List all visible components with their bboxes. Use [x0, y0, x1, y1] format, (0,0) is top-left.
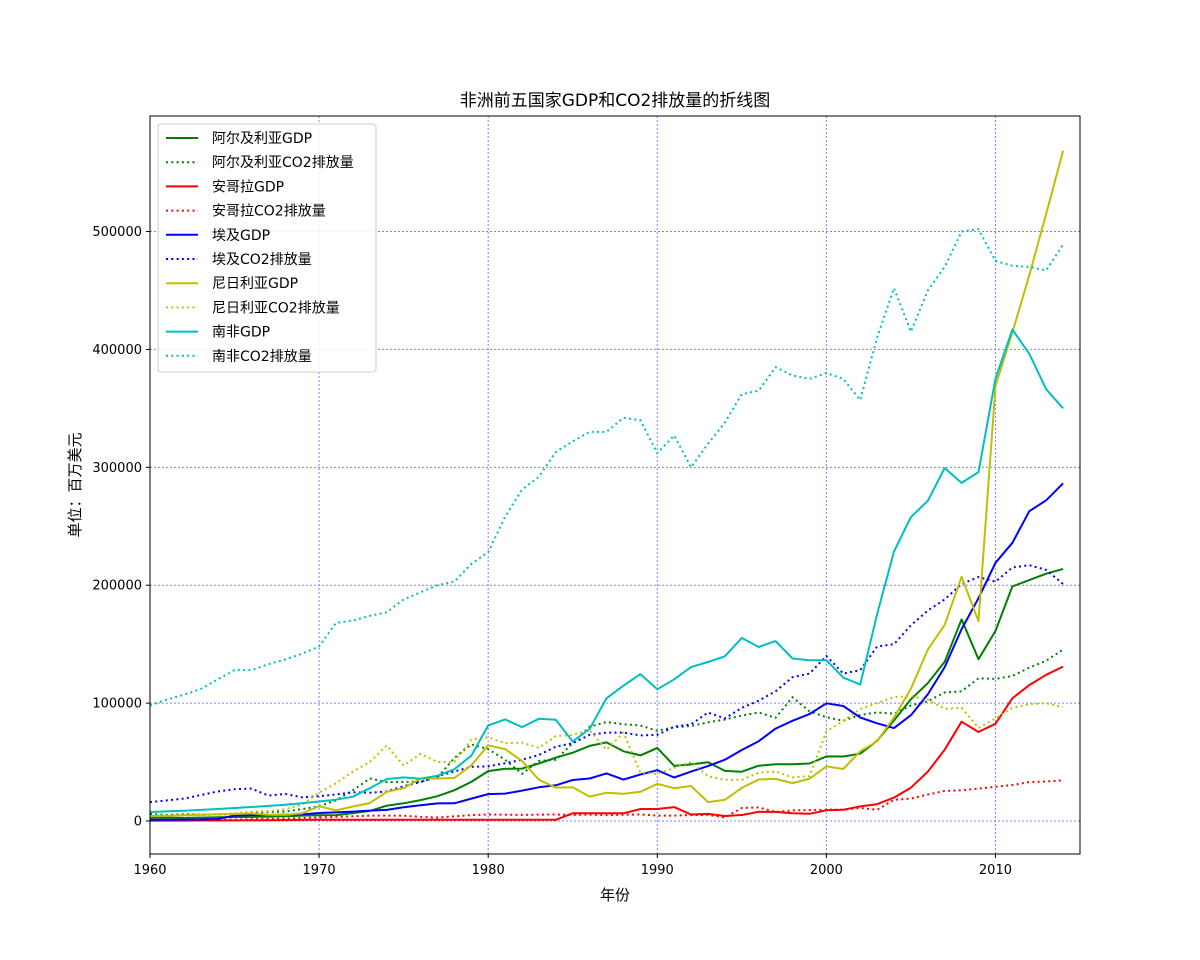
series-line-2	[149, 665, 1064, 822]
plot-frame	[149, 115, 1081, 855]
legend-label: 埃及CO2排放量	[212, 252, 312, 268]
legend-label: 埃及GDP	[212, 228, 270, 244]
x-tick-label: 1970	[303, 863, 336, 878]
legend-box	[157, 123, 377, 373]
series-line-4	[149, 482, 1064, 821]
series-line-6	[149, 150, 1065, 817]
legend-label: 安哥拉CO2排放量	[212, 204, 326, 220]
chart-title: 非洲前五国家GDP和CO2排放量的折线图	[460, 91, 771, 111]
x-axis-title: 年份	[600, 886, 630, 904]
legend-label: 南非CO2排放量	[212, 349, 312, 365]
series-line-5	[149, 564, 1064, 804]
x-tick-label: 2010	[979, 863, 1012, 878]
y-tick-label: 300000	[92, 461, 142, 476]
y-tick-label: 200000	[92, 579, 142, 594]
legend-label: 阿尔及利亚GDP	[212, 131, 312, 147]
legend-label: 南非GDP	[212, 325, 270, 341]
x-tick-label: 1980	[472, 863, 505, 878]
x-tick-label: 2000	[810, 863, 843, 878]
x-tick-label: 1960	[133, 863, 166, 878]
y-axis-title: 单位：百万美元	[66, 432, 84, 537]
x-tick-label: 1990	[641, 863, 674, 878]
legend-label: 安哥拉GDP	[212, 179, 284, 195]
legend-label: 尼日利亚GDP	[212, 276, 298, 292]
y-tick-label: 0	[134, 814, 142, 829]
series-line-8	[149, 328, 1064, 813]
y-tick-label: 400000	[92, 343, 142, 358]
y-tick-label: 500000	[92, 225, 142, 240]
series-line-0	[149, 567, 1064, 819]
y-tick-label: 100000	[92, 697, 142, 712]
ticks: 1960 1970 1980 1990 2000 2010 0 100000 200000 300…	[92, 225, 1012, 878]
legend-label: 尼日利亚CO2排放量	[212, 300, 340, 316]
series-line-1	[149, 648, 1064, 816]
series-layer	[149, 150, 1065, 822]
series-line-3	[149, 779, 1064, 822]
legend-label: 阿尔及利亚CO2排放量	[212, 155, 354, 171]
